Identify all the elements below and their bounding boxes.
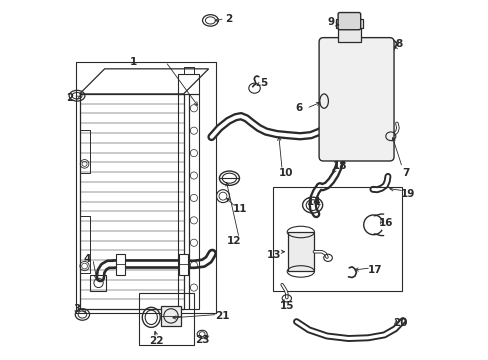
Text: 8: 8 [394, 39, 402, 49]
Bar [337, 28, 360, 42]
Text: 7: 7 [401, 168, 409, 178]
Text: 4: 4 [83, 254, 90, 264]
Bar [188, 94, 199, 309]
Text: 10: 10 [278, 168, 292, 178]
Bar [287, 232, 314, 271]
Text: 2: 2 [66, 93, 73, 103]
Bar [90, 275, 106, 291]
Text: 5: 5 [260, 78, 267, 88]
Bar [116, 253, 125, 275]
Text: 17: 17 [367, 265, 382, 275]
Bar [273, 187, 402, 291]
Bar [178, 94, 188, 309]
Bar [179, 253, 187, 275]
Text: 18: 18 [332, 161, 347, 171]
Text: 11: 11 [232, 204, 246, 214]
Text: 14: 14 [306, 197, 321, 207]
Text: 9: 9 [326, 17, 333, 27]
FancyBboxPatch shape [337, 13, 360, 30]
Text: 23: 23 [195, 334, 209, 345]
Bar [161, 306, 181, 325]
Text: 12: 12 [226, 236, 241, 246]
Text: 13: 13 [266, 250, 281, 260]
Text: 2: 2 [224, 14, 231, 24]
Text: 16: 16 [378, 218, 393, 228]
Text: 1: 1 [129, 57, 137, 67]
Text: 22: 22 [149, 336, 163, 346]
Text: 15: 15 [280, 301, 294, 311]
Text: 3: 3 [73, 304, 81, 314]
Bar [178, 74, 199, 94]
FancyBboxPatch shape [319, 38, 393, 161]
Text: 6: 6 [295, 103, 303, 113]
Text: 20: 20 [392, 319, 407, 328]
Bar [335, 19, 363, 28]
Text: 19: 19 [400, 189, 415, 199]
Bar [139, 293, 194, 345]
Text: 21: 21 [214, 311, 229, 321]
